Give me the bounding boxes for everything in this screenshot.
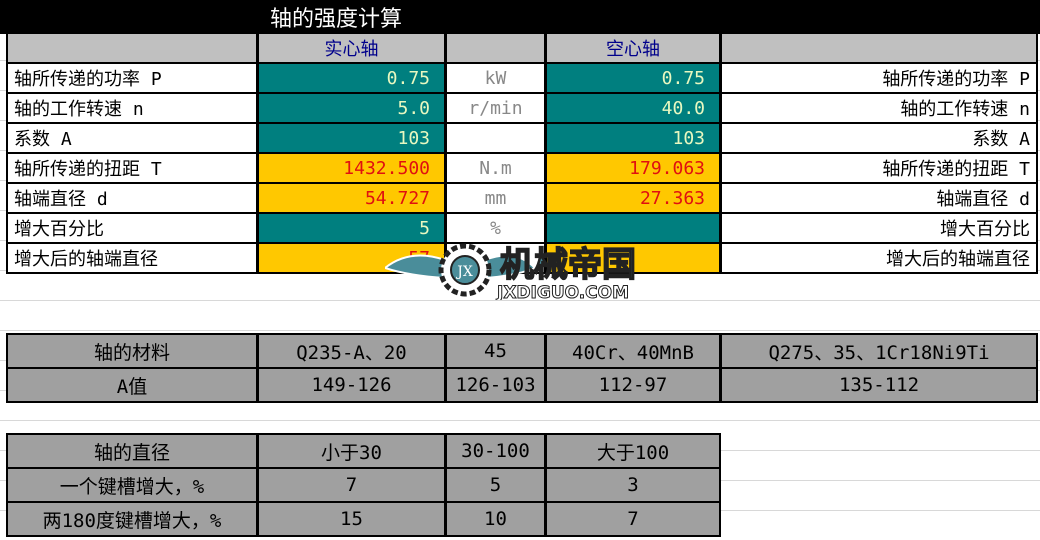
row-label-right[interactable]: 轴所传递的功率 P xyxy=(720,62,1038,94)
keyway-cell[interactable]: 10 xyxy=(445,501,546,537)
row-label-right[interactable]: 轴所传递的扭距 T xyxy=(720,152,1038,184)
row-label-right[interactable]: 轴的工作转速 n xyxy=(720,92,1038,124)
row-label[interactable]: 轴所传递的扭距 T xyxy=(6,152,258,184)
keyway-cell[interactable]: 5 xyxy=(445,467,546,503)
material-cell[interactable]: Q275、35、1Cr18Ni9Ti xyxy=(720,333,1038,369)
keyway-cell[interactable]: 30-100 xyxy=(445,433,546,469)
unit-cell[interactable]: mm xyxy=(445,182,546,214)
logo-sub: JXDIGUO.COM xyxy=(496,283,629,300)
keyway-cell[interactable]: 一个键槽增大，% xyxy=(6,467,258,503)
logo-text: 机械帝国 xyxy=(500,245,636,285)
material-cell[interactable]: 126-103 xyxy=(445,367,546,403)
sheet-title: 轴的强度计算 xyxy=(0,0,1040,34)
row-label[interactable]: 轴的工作转速 n xyxy=(6,92,258,124)
keyway-cell[interactable]: 3 xyxy=(545,467,721,503)
material-cell[interactable]: A值 xyxy=(6,367,258,403)
material-cell[interactable]: 149-126 xyxy=(257,367,446,403)
keyway-cell[interactable]: 两180度键槽增大，% xyxy=(6,501,258,537)
unit-cell[interactable]: kW xyxy=(445,62,546,94)
keyway-cell[interactable]: 轴的直径 xyxy=(6,433,258,469)
header-blank[interactable] xyxy=(445,32,546,64)
material-cell[interactable]: 135-112 xyxy=(720,367,1038,403)
material-cell[interactable]: 45 xyxy=(445,333,546,369)
keyway-cell[interactable]: 小于30 xyxy=(257,433,446,469)
solid-value-cell[interactable]: 54.727 xyxy=(257,182,446,214)
header-solid-shaft[interactable]: 实心轴 xyxy=(257,32,446,64)
row-label-right[interactable]: 增大后的轴端直径 xyxy=(720,242,1038,274)
header-hollow-shaft[interactable]: 空心轴 xyxy=(545,32,721,64)
hollow-value-cell[interactable]: 27.363 xyxy=(545,182,721,214)
solid-value-cell[interactable]: 103 xyxy=(257,122,446,154)
header-blank[interactable] xyxy=(6,32,258,64)
keyway-cell[interactable]: 15 xyxy=(257,501,446,537)
unit-cell[interactable]: r/min xyxy=(445,92,546,124)
material-cell[interactable]: 40Cr、40MnB xyxy=(545,333,721,369)
solid-value-cell[interactable]: 5.0 xyxy=(257,92,446,124)
logo-badge: JX xyxy=(455,264,473,280)
row-label-right[interactable]: 轴端直径 d xyxy=(720,182,1038,214)
solid-value-cell[interactable]: 0.75 xyxy=(257,62,446,94)
row-label[interactable]: 系数 A xyxy=(6,122,258,154)
solid-value-cell[interactable]: 5 xyxy=(257,212,446,244)
hollow-value-cell[interactable]: 179.063 xyxy=(545,152,721,184)
header-blank[interactable] xyxy=(720,32,1038,64)
row-label[interactable]: 轴所传递的功率 P xyxy=(6,62,258,94)
hollow-value-cell[interactable]: 0.75 xyxy=(545,62,721,94)
material-cell[interactable]: 112-97 xyxy=(545,367,721,403)
hollow-value-cell[interactable]: 103 xyxy=(545,122,721,154)
jxdiguo-logo: JX 机械帝国 JXDIGUO.COM xyxy=(385,243,637,300)
row-label[interactable]: 增大后的轴端直径 xyxy=(6,242,258,274)
material-cell[interactable]: Q235-A、20 xyxy=(257,333,446,369)
material-cell[interactable]: 轴的材料 xyxy=(6,333,258,369)
keyway-cell[interactable]: 7 xyxy=(257,467,446,503)
unit-cell[interactable]: N.m xyxy=(445,152,546,184)
row-label-right[interactable]: 系数 A xyxy=(720,122,1038,154)
solid-value-cell[interactable]: 1432.500 xyxy=(257,152,446,184)
row-label-right[interactable]: 增大百分比 xyxy=(720,212,1038,244)
hollow-value-cell[interactable]: 40.0 xyxy=(545,92,721,124)
keyway-cell[interactable]: 7 xyxy=(545,501,721,537)
row-label[interactable]: 增大百分比 xyxy=(6,212,258,244)
keyway-cell[interactable]: 大于100 xyxy=(545,433,721,469)
row-label[interactable]: 轴端直径 d xyxy=(6,182,258,214)
unit-cell[interactable] xyxy=(445,122,546,154)
